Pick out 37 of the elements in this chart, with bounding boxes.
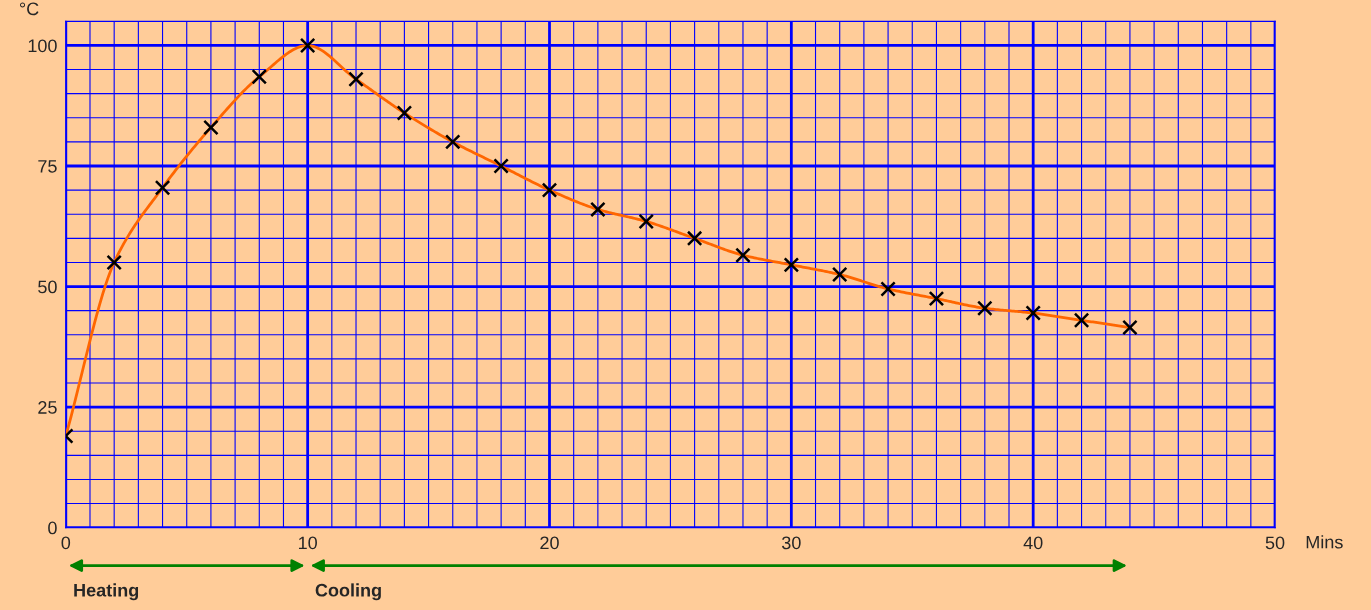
y-tick-label: 0: [48, 521, 57, 535]
text: Cooling: [315, 583, 381, 601]
y-axis-title: °C: [20, 2, 39, 16]
x-tick-label: 50: [1265, 536, 1285, 550]
point: [1025, 305, 1042, 321]
point: [590, 201, 606, 218]
point: [203, 119, 219, 136]
point: [493, 158, 509, 174]
x-tick-label: 40: [1023, 536, 1043, 550]
y-tick-label: 100: [28, 39, 57, 53]
point: [396, 105, 413, 121]
point: [976, 300, 993, 317]
point: [1122, 319, 1138, 336]
point: [154, 179, 171, 196]
y-tick-label: 50: [38, 280, 57, 294]
point: [251, 68, 268, 85]
point: [880, 281, 896, 297]
point: [1073, 312, 1090, 329]
point: [444, 134, 461, 150]
x-tick-label: 10: [298, 536, 317, 550]
point: [541, 182, 558, 198]
text: Heating: [74, 583, 139, 601]
point: [348, 71, 364, 88]
x-tick-label: 20: [540, 536, 559, 550]
point: [735, 247, 751, 264]
point: [638, 213, 655, 230]
point: [299, 37, 316, 54]
point: [106, 254, 123, 271]
point: [928, 290, 945, 307]
x-tick-label: 30: [781, 536, 801, 550]
point: [783, 257, 800, 273]
x-tick-label: 0: [61, 536, 71, 550]
y-tick-label: 75: [38, 160, 57, 173]
point: [831, 266, 848, 283]
x-axis-title: Mins: [1306, 535, 1343, 549]
point: [686, 230, 703, 247]
y-tick-label: 25: [38, 401, 57, 414]
